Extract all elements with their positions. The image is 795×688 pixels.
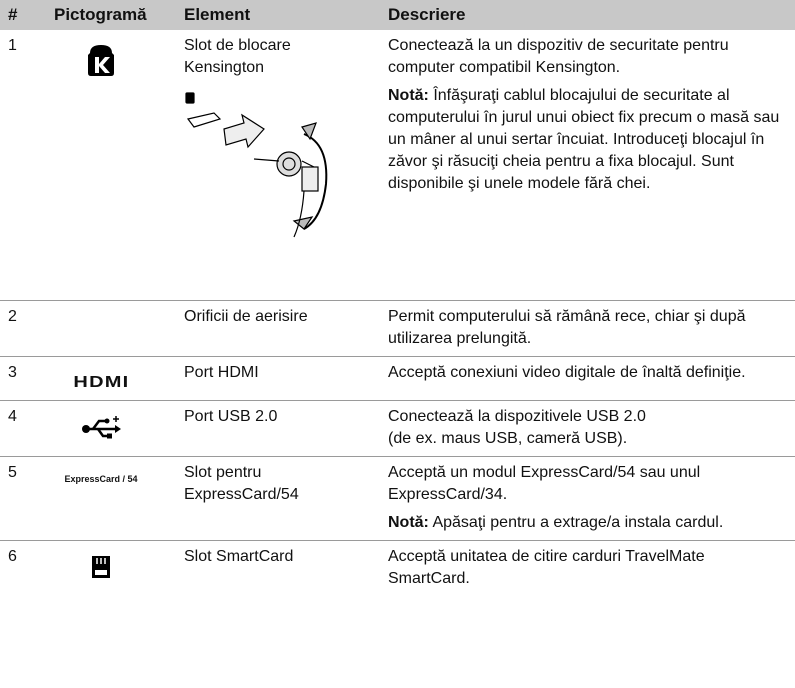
description-cell: Acceptă conexiuni video digitale de înal… [380, 356, 795, 401]
row: 1 Slot de blocare Kensington Conectează … [0, 30, 795, 301]
element-name: Port HDMI [184, 363, 259, 381]
icon-cell [46, 540, 176, 596]
description: Permit computerului să rămână rece, chia… [388, 307, 746, 347]
description-cell: Acceptă unitatea de citire carduri Trave… [380, 540, 795, 596]
row-number: 2 [0, 300, 46, 357]
kensington-illustration [185, 92, 328, 238]
component-table: # Pictogramă Element Descriere 1 Slot de… [0, 0, 795, 596]
row-number: 4 [0, 400, 46, 457]
icon-cell: HDMI [46, 356, 176, 401]
element-cell: Port HDMI [176, 356, 380, 401]
row: 2 Orificii de aerisire Permit computerul… [0, 300, 795, 357]
header-cell: Pictogramă [46, 0, 176, 30]
icon-cell [46, 30, 176, 301]
hdmi-logo: HDMI [72, 373, 130, 391]
note: Notă: Înfăşuraţi cablul blocajului de se… [388, 85, 787, 195]
note-label: Notă: [388, 513, 429, 531]
description-cell: Acceptă un modul ExpressCard/54 sau unul… [380, 456, 795, 541]
note-text: Apăsaţi pentru a extrage/a instala cardu… [428, 513, 724, 531]
kensington-icon [88, 45, 114, 76]
element-name: Slot pentru ExpressCard/54 [184, 463, 299, 503]
note-label: Notă: [388, 87, 429, 104]
element-cell: Port USB 2.0 [176, 400, 380, 457]
icon-cell [46, 400, 176, 457]
element-cell: Slot de blocare Kensington [176, 30, 380, 301]
icon-cell: ExpressCard / 54 [46, 456, 176, 541]
header-cell: # [0, 0, 46, 30]
row: 3 HDMI Port HDMI Acceptă conexiuni video… [0, 356, 795, 401]
note-text: Înfăşuraţi cablul blocajului de securita… [388, 87, 780, 192]
row-number: 3 [0, 356, 46, 401]
description-cell: Permit computerului să rămână rece, chia… [380, 300, 795, 357]
element-name: Port USB 2.0 [184, 407, 278, 425]
description: Acceptă un modul ExpressCard/54 sau unul… [388, 463, 701, 503]
row-number: 5 [0, 456, 46, 541]
description: Conectează la un dispozitiv de securitat… [388, 37, 729, 76]
description: Acceptă conexiuni video digitale de înal… [388, 363, 746, 381]
header-cell: Element [176, 0, 380, 30]
element-cell: Slot pentru ExpressCard/54 [176, 456, 380, 541]
description: (de ex. maus USB, cameră USB). [388, 429, 628, 447]
row: 4 Port USB 2.0 Conectează la dispozitive… [0, 400, 795, 457]
description-cell: Conectează la un dispozitiv de securitat… [380, 30, 795, 301]
note: Notă: Apăsaţi pentru a extrage/a instala… [388, 512, 787, 534]
description: Acceptă unitatea de citire carduri Trave… [388, 547, 705, 587]
element-name: Slot SmartCard [184, 547, 294, 565]
icon-cell [46, 300, 176, 357]
description-cell: Conectează la dispozitivele USB 2.0 (de e… [380, 400, 795, 457]
row: 6 Slot SmartCard Acceptă unitatea de cit… [0, 540, 795, 596]
table-header: # Pictogramă Element Descriere [0, 0, 795, 30]
description: Conectează la dispozitivele USB 2.0 [388, 407, 646, 425]
smartcard-icon [92, 555, 110, 578]
row-number: 6 [8, 547, 17, 565]
expresscard-label: ExpressCard / 54 [64, 473, 138, 484]
element-name: Slot de blocare Kensington [184, 37, 291, 76]
element-cell: Slot SmartCard [176, 540, 380, 596]
usb-icon [82, 415, 121, 438]
header-cell: Descriere [380, 0, 795, 30]
row-number: 1 [0, 30, 46, 301]
row: 5 ExpressCard / 54 Slot pentru ExpressCa… [0, 456, 795, 541]
element-cell: Orificii de aerisire [176, 300, 380, 357]
element-name: Orificii de aerisire [184, 307, 308, 325]
